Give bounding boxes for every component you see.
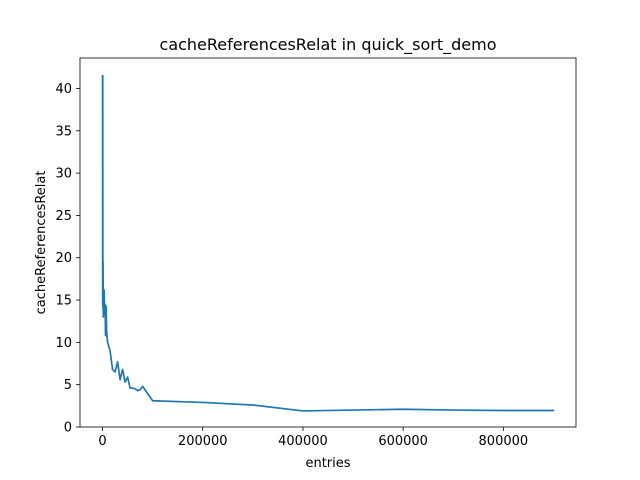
y-tick-label: 25 <box>55 209 72 224</box>
x-axis-label: entries <box>305 456 350 471</box>
y-tick-label: 40 <box>55 82 72 97</box>
x-tick-label: 600000 <box>378 434 428 449</box>
y-tick-label: 15 <box>55 294 72 309</box>
x-tick-label: 400000 <box>278 434 328 449</box>
plot-area <box>101 74 555 412</box>
y-axis: 0 5 10 15 20 25 30 35 40 <box>55 82 80 436</box>
y-tick-label: 0 <box>64 421 72 436</box>
y-tick-label: 20 <box>55 251 72 266</box>
y-tick-label: 30 <box>55 167 72 182</box>
y-tick-label: 35 <box>55 124 72 139</box>
x-axis: 0 200000 400000 600000 800000 <box>98 427 528 449</box>
x-tick-label: 800000 <box>479 434 529 449</box>
plot-frame <box>79 57 577 428</box>
y-axis-label: cacheReferencesRelat <box>34 171 49 315</box>
x-tick-label: 0 <box>98 434 106 449</box>
y-tick-label: 5 <box>64 378 72 393</box>
x-tick-label: 200000 <box>178 434 228 449</box>
y-tick-label: 10 <box>55 336 72 351</box>
series-line <box>101 74 555 412</box>
chart-title: cacheReferencesRelat in quick_sort_demo <box>160 35 497 55</box>
